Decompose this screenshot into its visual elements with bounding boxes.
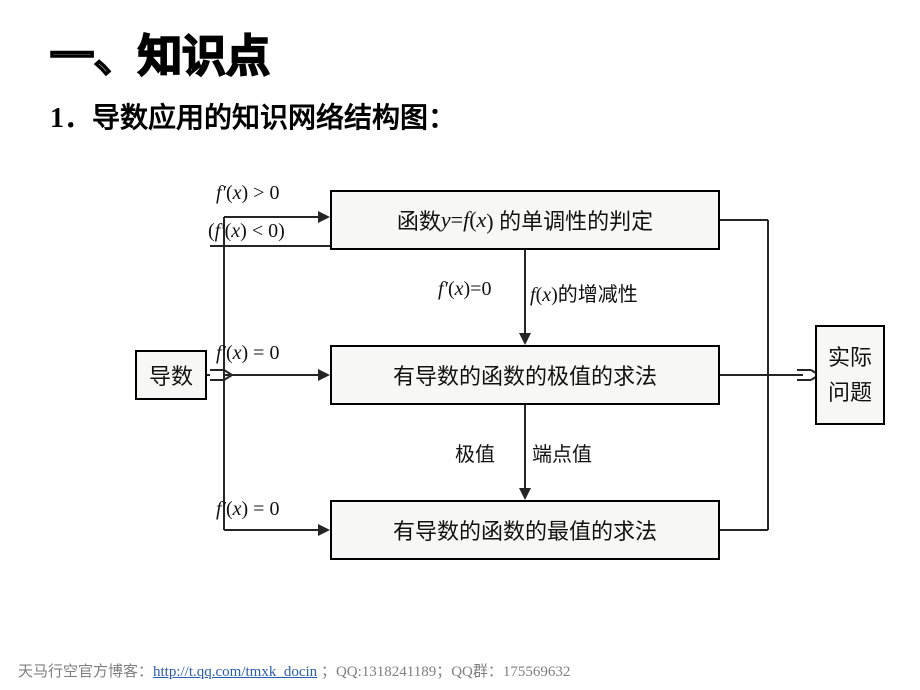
footer: 天马行空官方博客：http://t.qq.com/tmxk_docin ；QQ:… — [18, 660, 570, 681]
page-title: 一、知识点 — [50, 20, 270, 84]
edge-label-e_v1b: f(x)的增减性 — [530, 278, 638, 307]
footer-link[interactable]: http://t.qq.com/tmxk_docin — [153, 664, 317, 680]
node-n3: 有导数的函数的最值的求法 — [330, 500, 720, 560]
page-subtitle: 1．导数应用的知识网络结构图： — [50, 96, 456, 136]
edge-label-e_v1a: f′(x)=0 — [438, 278, 491, 301]
edge-label-e_v2b: 端点值 — [532, 438, 592, 467]
edge-label-e_top1: f′(x) > 0 — [216, 182, 279, 205]
node-dst: 实际问题 — [815, 325, 885, 425]
node-n2: 有导数的函数的极值的求法 — [330, 345, 720, 405]
flowchart: 导数 函数 y = f(x) 的单调性的判定有导数的函数的极值的求法有导数的函数的… — [130, 180, 890, 590]
footer-prefix: 天马行空官方博客： — [18, 664, 153, 680]
node-src: 导数 — [135, 350, 207, 400]
edge-label-e_v2a: 极值 — [455, 438, 495, 467]
footer-suffix: ；QQ:1318241189；QQ群：175569632 — [317, 664, 570, 680]
node-n1: 函数 y = f(x) 的单调性的判定 — [330, 190, 720, 250]
edge-label-e_bot: f′(x) = 0 — [216, 498, 279, 521]
edge-label-e_mid: f′(x) = 0 — [216, 342, 279, 365]
edge-label-e_top2: (f′(x) < 0) — [208, 220, 285, 243]
